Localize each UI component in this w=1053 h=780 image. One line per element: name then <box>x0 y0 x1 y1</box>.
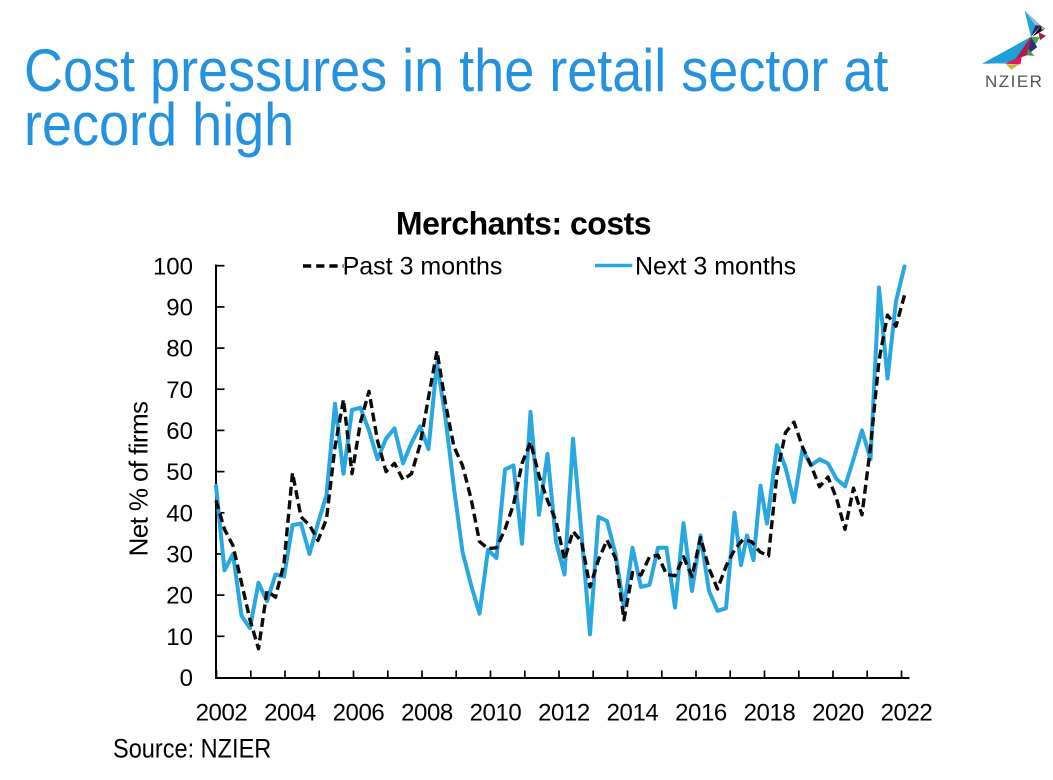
svg-text:20: 20 <box>166 583 193 610</box>
svg-text:Past 3 months: Past 3 months <box>343 253 503 281</box>
svg-text:2020: 2020 <box>812 700 864 727</box>
svg-text:80: 80 <box>166 336 193 363</box>
svg-text:2010: 2010 <box>470 700 522 727</box>
svg-text:2004: 2004 <box>264 700 316 727</box>
svg-text:30: 30 <box>166 542 193 569</box>
svg-text:10: 10 <box>166 624 193 651</box>
svg-text:0: 0 <box>180 665 193 692</box>
svg-text:Next 3 months: Next 3 months <box>635 253 796 281</box>
svg-text:50: 50 <box>166 459 193 486</box>
svg-text:NZIER: NZIER <box>985 72 1043 91</box>
svg-text:100: 100 <box>153 253 193 280</box>
svg-text:2014: 2014 <box>607 700 659 727</box>
svg-text:2002: 2002 <box>196 700 248 727</box>
svg-text:Net % of firms: Net % of firms <box>124 401 154 556</box>
svg-text:40: 40 <box>166 500 193 527</box>
svg-text:2016: 2016 <box>675 700 727 727</box>
svg-text:2018: 2018 <box>744 700 796 727</box>
svg-text:90: 90 <box>166 295 193 322</box>
svg-text:Source: NZIER: Source: NZIER <box>113 734 271 764</box>
svg-text:2012: 2012 <box>538 700 590 727</box>
svg-text:70: 70 <box>166 377 193 404</box>
svg-text:2006: 2006 <box>333 700 385 727</box>
svg-text:2008: 2008 <box>401 700 453 727</box>
svg-text:60: 60 <box>166 418 193 445</box>
svg-text:2022: 2022 <box>881 700 933 727</box>
svg-text:Merchants: costs: Merchants: costs <box>396 205 651 241</box>
